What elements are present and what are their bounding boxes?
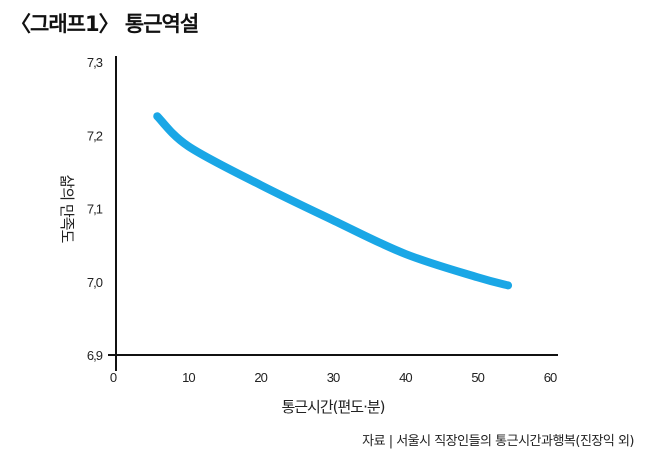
x-axis-label: 통근시간(편도·분) xyxy=(281,398,384,416)
y-tick-label: 6,9 xyxy=(87,348,103,363)
x-tick-label: 0 xyxy=(110,370,117,385)
x-tick-label: 30 xyxy=(327,370,340,385)
y-axis-label: 삶의 만족도 xyxy=(58,175,76,244)
x-tick-label: 10 xyxy=(182,370,195,385)
x-tick-label: 60 xyxy=(544,370,557,385)
x-tick-label: 40 xyxy=(399,370,412,385)
x-tick-label: 20 xyxy=(254,370,267,385)
source-note: 자료 | 서울시 직장인들의 통근시간과행복(진장익 외) xyxy=(362,434,634,449)
y-tick-label: 7,2 xyxy=(87,128,103,143)
x-tick-label: 50 xyxy=(471,370,484,385)
y-tick-label: 7,0 xyxy=(87,275,103,290)
series-line xyxy=(153,112,513,290)
chart-title: 〈그래프1〉 통근역설 xyxy=(10,12,199,36)
y-tick-label: 7,3 xyxy=(87,55,103,70)
y-tick-label: 7,1 xyxy=(87,202,103,217)
